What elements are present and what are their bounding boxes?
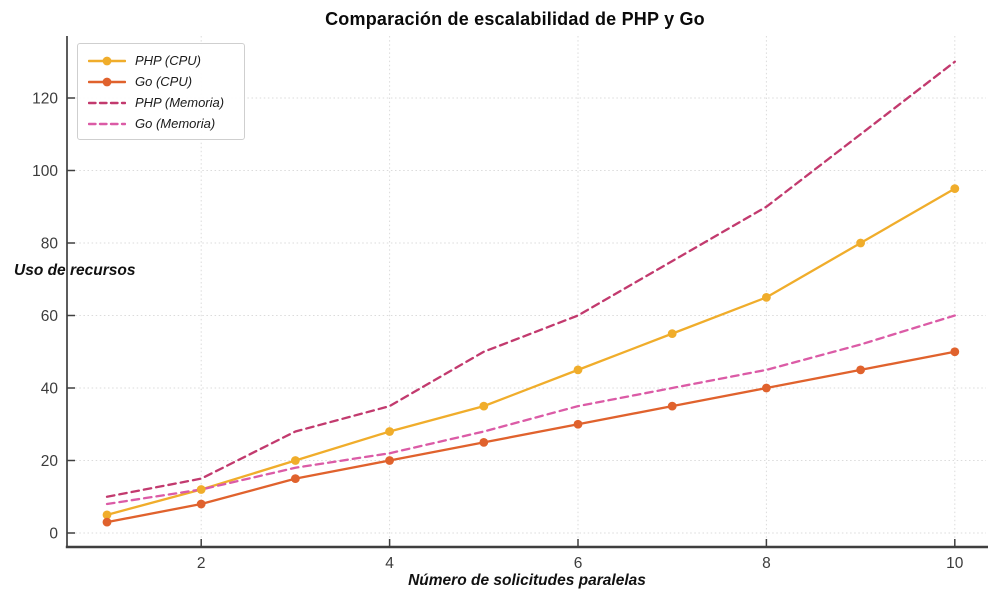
- data-point: [385, 427, 394, 436]
- legend-swatch-php-memoria: [88, 101, 126, 104]
- legend-swatch-go-cpu: [88, 77, 126, 86]
- data-point: [291, 474, 300, 484]
- chart-title: Comparación de escalabilidad de PHP y Go: [325, 9, 705, 29]
- legend-label: Go (Memoria): [135, 116, 216, 131]
- series-markers-go-cpu: [102, 347, 960, 527]
- data-point: [102, 517, 112, 527]
- x-axis-label: Número de solicitudes paralelas: [408, 572, 646, 589]
- series-line-go-memoria: [105, 314, 956, 506]
- legend-item-go-cpu: Go (CPU): [88, 73, 234, 90]
- legend-item-go-memoria: Go (Memoria): [88, 115, 234, 132]
- legend-marker-dot: [102, 77, 112, 86]
- y-tick-label: 0: [49, 526, 58, 543]
- legend-item-php-memoria: PHP (Memoria): [88, 94, 234, 111]
- data-point: [291, 456, 300, 465]
- y-tick-label: 100: [32, 163, 58, 180]
- legend-marker-dot: [102, 56, 112, 65]
- series-line-php-cpu: [105, 187, 956, 517]
- data-point: [102, 510, 112, 520]
- data-point: [573, 419, 583, 429]
- chart-legend: PHP (CPU) Go (CPU) PHP (Memoria) Go (Mem…: [77, 43, 245, 140]
- data-point: [950, 347, 960, 357]
- data-point: [667, 401, 677, 411]
- x-tick-label: 8: [762, 555, 771, 572]
- data-point: [667, 329, 677, 339]
- legend-label: Go (CPU): [135, 74, 193, 89]
- series-line-go-cpu: [105, 350, 956, 524]
- series-markers-php-cpu: [102, 184, 960, 520]
- legend-item-php-cpu: PHP (CPU): [88, 52, 234, 69]
- data-point: [856, 365, 865, 375]
- data-point: [479, 401, 489, 411]
- y-tick-label: 80: [41, 236, 59, 253]
- x-tick-label: 6: [574, 555, 583, 572]
- series-line-php-memoria: [105, 60, 956, 498]
- data-point: [573, 365, 583, 375]
- data-point: [856, 238, 865, 248]
- y-tick-label: 60: [41, 308, 59, 325]
- y-tick-label: 40: [41, 381, 59, 398]
- legend-label: PHP (CPU): [135, 53, 201, 68]
- data-point: [479, 437, 489, 447]
- y-tick-label: 120: [32, 91, 58, 108]
- data-point: [950, 184, 960, 194]
- y-tick-label: 20: [41, 453, 59, 470]
- x-tick-label: 4: [385, 555, 394, 572]
- x-tick-label: 10: [946, 555, 964, 572]
- data-point: [762, 292, 771, 302]
- data-point: [196, 499, 206, 509]
- legend-swatch-php-cpu: [88, 56, 126, 65]
- data-point: [196, 485, 206, 494]
- data-point: [762, 383, 771, 393]
- legend-label: PHP (Memoria): [135, 95, 225, 110]
- x-tick-label: 2: [197, 555, 206, 572]
- legend-swatch-go-memoria: [88, 122, 126, 125]
- data-point: [385, 456, 394, 465]
- axis-ticks: 0 20 40 60 80 100 120 2 4 6 8 10: [32, 91, 964, 573]
- y-axis-label: Uso de recursos: [14, 262, 136, 279]
